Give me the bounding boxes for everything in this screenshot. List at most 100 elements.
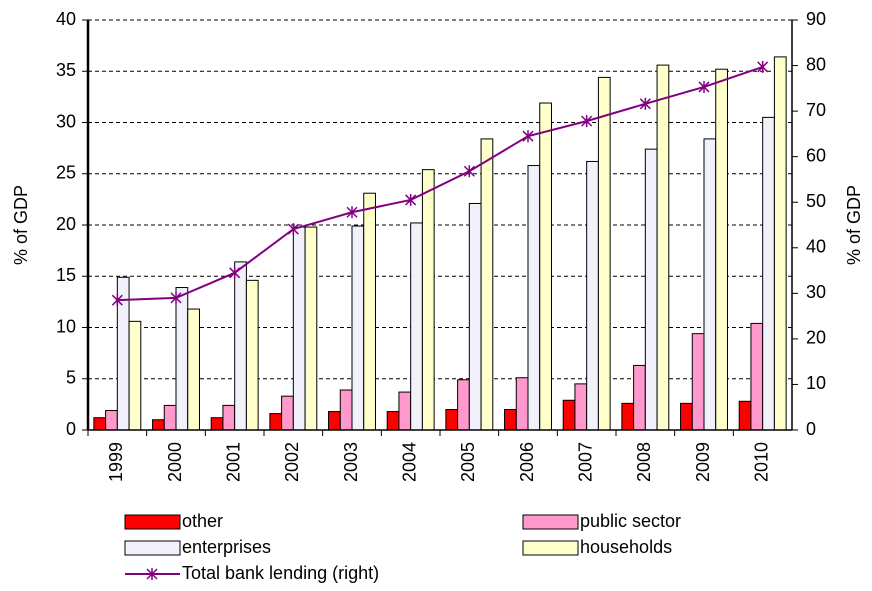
bar <box>386 411 400 431</box>
y2-tick-label: 20 <box>806 328 826 348</box>
bar <box>656 64 670 431</box>
bar <box>773 56 787 431</box>
legend-label: public sector <box>580 511 681 531</box>
legend-marker <box>146 568 158 580</box>
line-marker <box>698 80 710 93</box>
line-marker <box>522 130 534 143</box>
bar <box>292 226 306 431</box>
bar <box>703 138 717 431</box>
y-axis-label: % of GDP <box>11 185 31 265</box>
line-marker <box>405 193 417 206</box>
y-tick-label: 35 <box>56 60 76 80</box>
bar <box>222 404 236 431</box>
bar <box>680 402 693 431</box>
y2-tick-label: 10 <box>806 373 826 393</box>
bar <box>281 395 294 431</box>
bar <box>245 279 259 431</box>
x-tick-label: 2000 <box>165 442 185 482</box>
bar <box>715 68 728 431</box>
legend-swatch <box>522 514 579 530</box>
bar <box>105 410 118 431</box>
legend-label: households <box>580 537 672 557</box>
line-marker <box>463 165 475 178</box>
legend-label: Total bank lending (right) <box>182 563 379 583</box>
x-tick-label: 2008 <box>634 442 654 482</box>
bar <box>597 76 611 431</box>
bar <box>363 192 376 431</box>
x-tick-label: 2002 <box>282 442 302 482</box>
x-tick-label: 2006 <box>517 442 537 482</box>
bar <box>691 333 705 431</box>
line-marker <box>346 206 358 219</box>
bar <box>539 102 552 431</box>
bar <box>621 402 635 431</box>
y-tick-label: 25 <box>56 163 76 183</box>
x-tick-label: 2010 <box>751 442 771 482</box>
line-marker <box>287 223 299 236</box>
bar <box>562 399 576 431</box>
bar <box>421 169 435 431</box>
y2-axis-label: % of GDP <box>844 185 864 265</box>
bar <box>457 379 470 431</box>
bar <box>128 320 142 431</box>
bar <box>328 411 341 431</box>
bar <box>750 322 764 431</box>
bar <box>152 419 165 431</box>
y2-tick-label: 80 <box>806 54 826 74</box>
bar <box>163 404 177 431</box>
bar <box>644 148 658 431</box>
bar <box>515 377 529 431</box>
bar <box>480 138 494 431</box>
y-tick-label: 15 <box>56 265 76 285</box>
y-tick-label: 20 <box>56 214 76 234</box>
y2-tick-label: 90 <box>806 9 826 29</box>
x-tick-label: 2007 <box>575 442 595 482</box>
y2-tick-label: 60 <box>806 145 826 165</box>
line-marker <box>581 115 593 128</box>
bar <box>351 225 365 431</box>
line-marker <box>757 60 769 73</box>
bar <box>574 383 588 431</box>
y-tick-label: 10 <box>56 316 76 336</box>
y2-tick-label: 50 <box>806 191 826 211</box>
bar <box>269 413 283 431</box>
bar <box>93 417 107 431</box>
y-tick-label: 5 <box>66 368 76 388</box>
line-series <box>117 65 763 302</box>
legend-swatch <box>124 540 181 556</box>
bar <box>398 391 412 431</box>
line-marker <box>639 97 651 110</box>
bar <box>586 160 599 431</box>
x-tick-label: 2003 <box>341 442 361 482</box>
x-tick-label: 1999 <box>106 442 126 482</box>
bar <box>504 409 517 431</box>
y-tick-label: 0 <box>66 419 76 439</box>
x-tick-label: 2005 <box>458 442 478 482</box>
bar <box>210 417 224 431</box>
legend-label: enterprises <box>182 537 271 557</box>
legend-label: other <box>182 511 223 531</box>
bar <box>633 364 646 431</box>
y2-tick-label: 30 <box>806 282 826 302</box>
bar <box>234 261 247 431</box>
bar <box>445 409 459 431</box>
y-tick-label: 40 <box>56 9 76 29</box>
bar <box>527 165 541 431</box>
x-tick-label: 2001 <box>223 442 243 482</box>
bar <box>738 400 752 431</box>
y2-tick-label: 40 <box>806 237 826 257</box>
line-marker <box>170 291 182 304</box>
bar <box>304 226 318 431</box>
bar <box>187 308 200 431</box>
x-tick-label: 2009 <box>693 442 713 482</box>
bar <box>468 202 482 431</box>
line-marker <box>229 266 241 279</box>
legend-swatch <box>522 540 579 556</box>
y2-tick-label: 70 <box>806 100 826 120</box>
x-tick-label: 2004 <box>399 442 419 482</box>
bar <box>410 222 423 431</box>
legend-swatch <box>124 514 181 530</box>
bar <box>339 389 353 431</box>
line-marker <box>111 294 123 307</box>
